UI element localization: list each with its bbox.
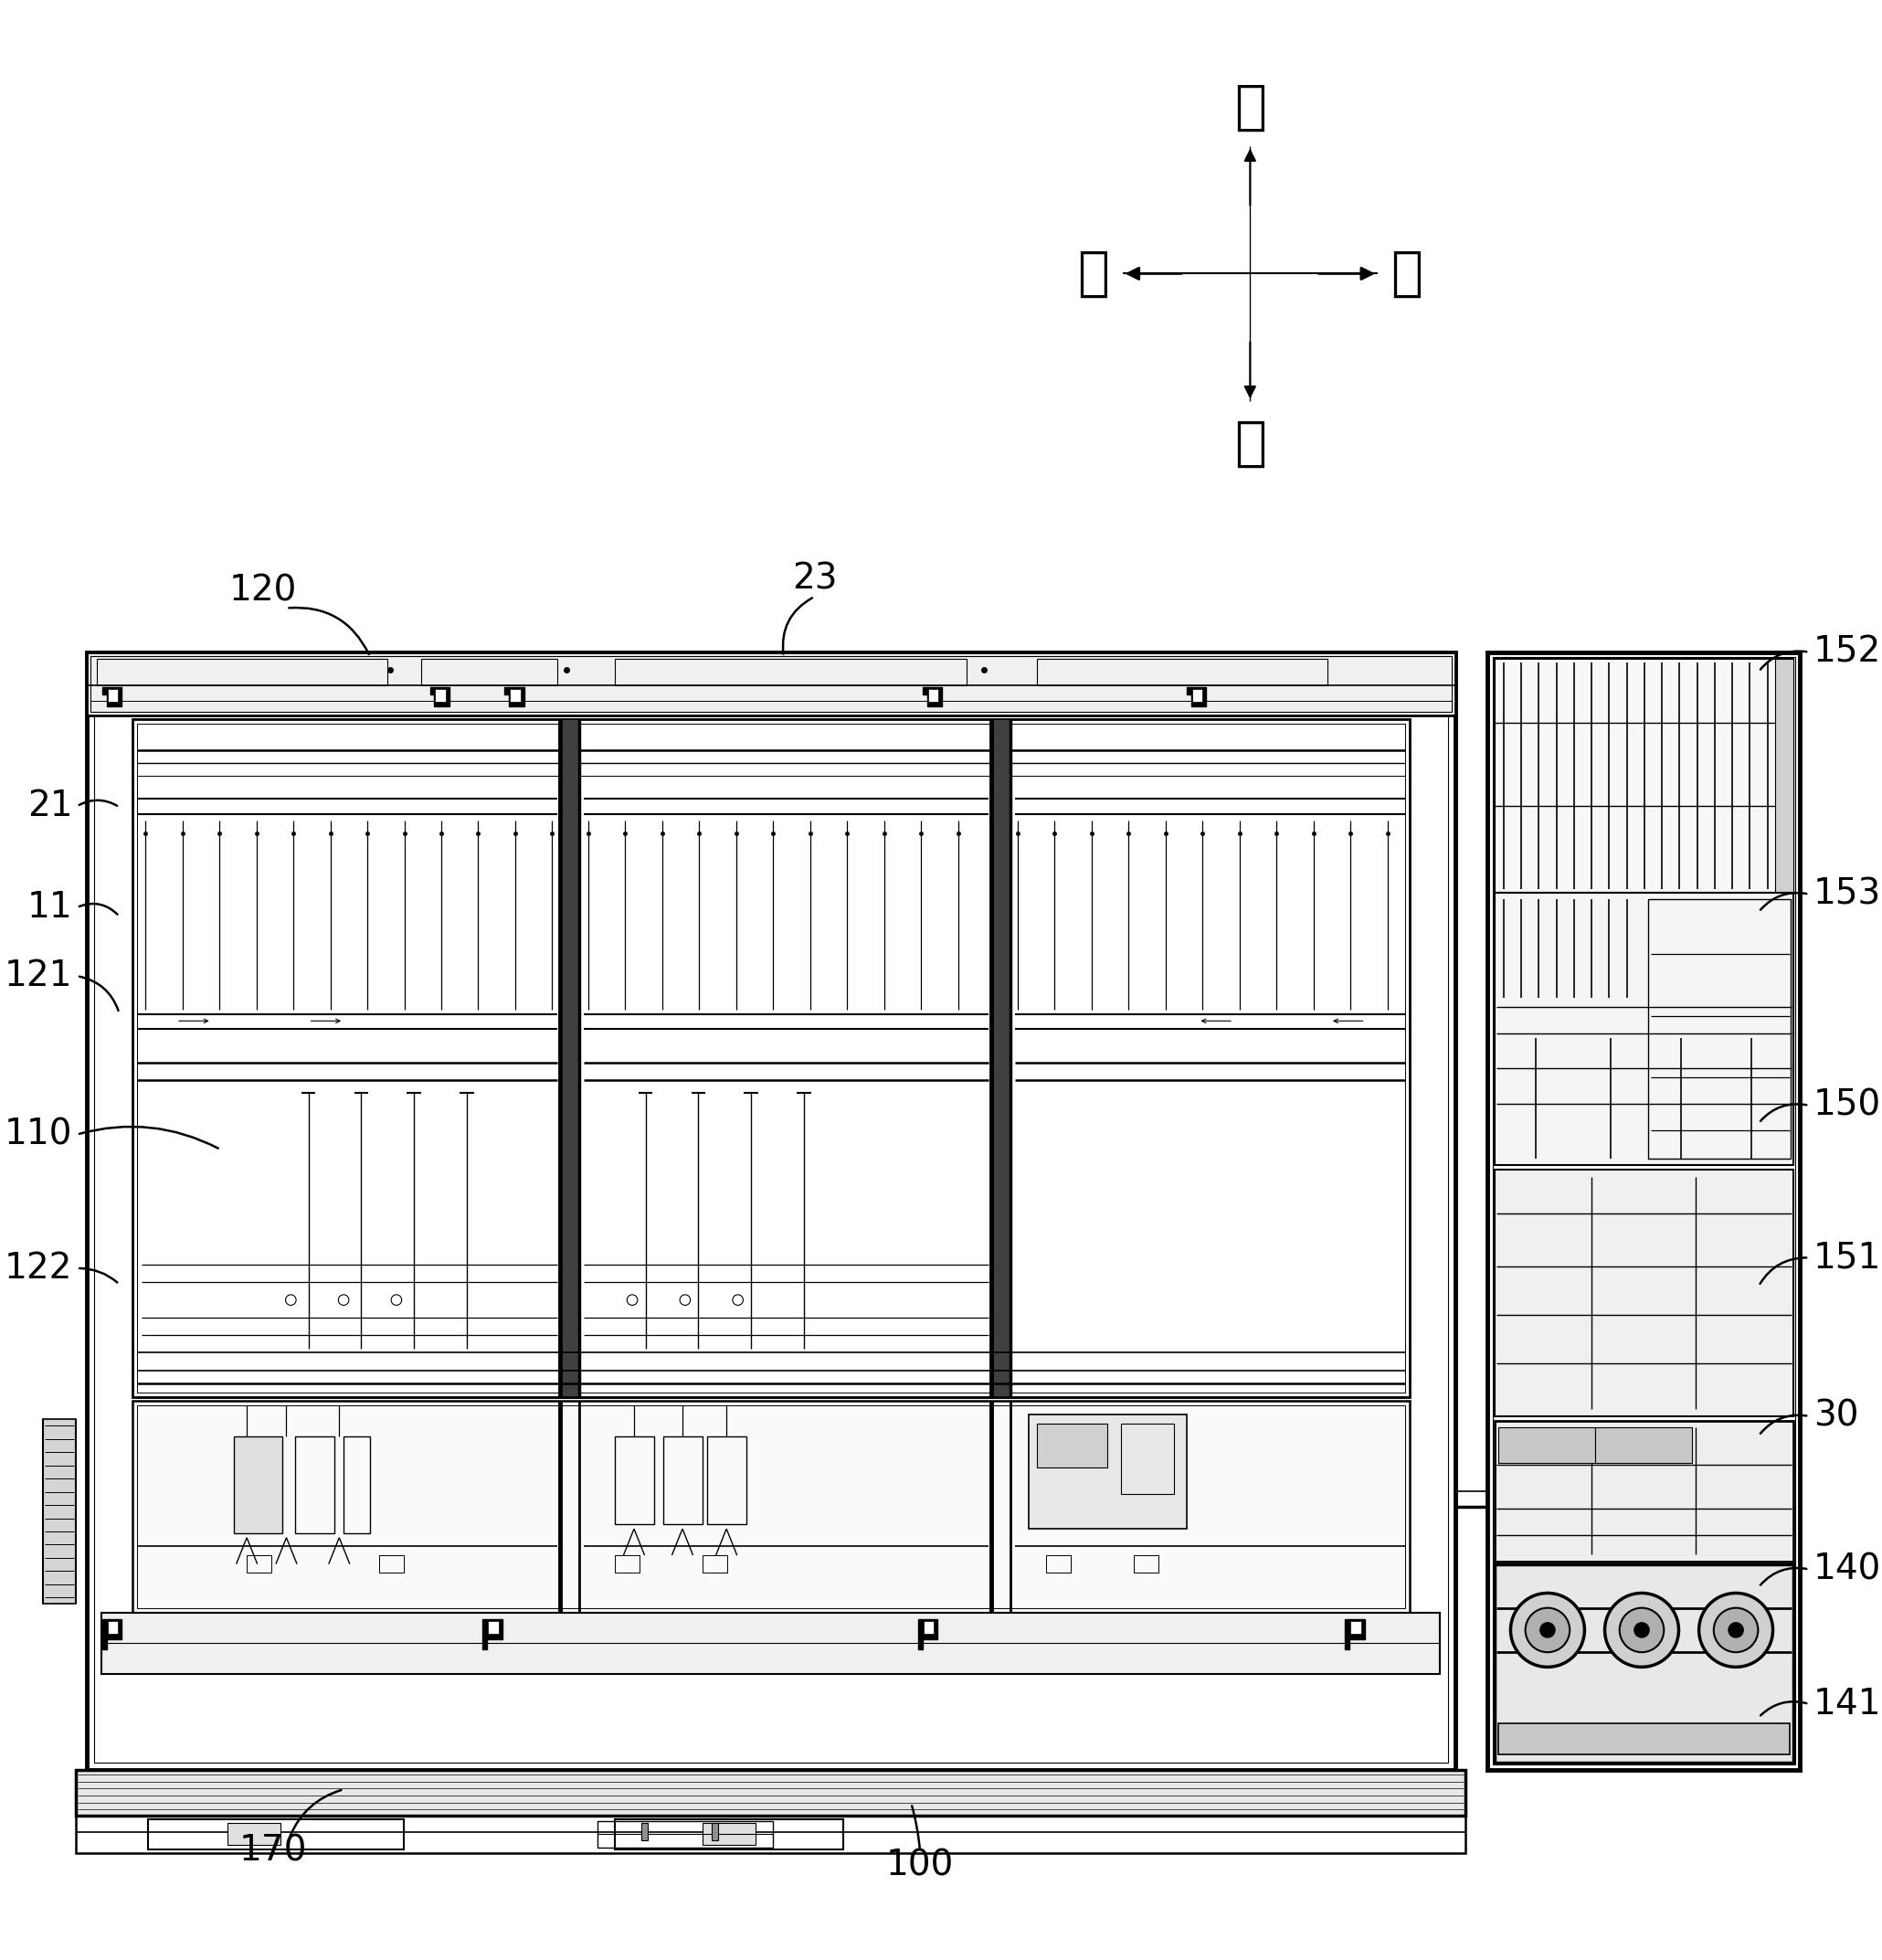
Text: 23: 23	[792, 563, 837, 596]
Polygon shape	[1188, 688, 1206, 708]
Text: 153: 153	[1814, 876, 1882, 911]
Bar	[615, 1554, 640, 1572]
Text: 170: 170	[239, 1835, 307, 1868]
Text: 152: 152	[1814, 635, 1882, 670]
Text: 左: 左	[1077, 247, 1108, 300]
Bar	[422, 659, 557, 686]
Text: 141: 141	[1814, 1688, 1882, 1721]
Bar	[1494, 1564, 1794, 1762]
Circle shape	[1699, 1593, 1773, 1668]
Bar	[1494, 1170, 1794, 1417]
Bar	[1649, 900, 1790, 1158]
Polygon shape	[102, 688, 122, 708]
Bar	[1135, 1554, 1159, 1572]
Bar	[378, 1554, 403, 1572]
Circle shape	[1728, 1623, 1743, 1637]
Text: 前: 前	[1235, 417, 1267, 468]
Polygon shape	[504, 688, 523, 708]
Circle shape	[1605, 1593, 1679, 1668]
Bar	[102, 1613, 1440, 1674]
Circle shape	[1634, 1623, 1649, 1637]
Bar	[615, 1819, 843, 1848]
Bar	[137, 1405, 1406, 1607]
Bar	[1498, 1427, 1596, 1462]
Bar	[1351, 1621, 1361, 1633]
Bar	[1494, 1421, 1794, 1562]
Bar	[107, 1621, 119, 1633]
Bar	[43, 1419, 75, 1603]
Bar	[107, 690, 119, 702]
Bar	[149, 1819, 403, 1848]
Bar	[90, 657, 1451, 711]
Text: 右: 右	[1391, 247, 1423, 300]
Bar	[928, 690, 939, 702]
Text: 后: 后	[1235, 80, 1267, 133]
Text: 122: 122	[4, 1250, 73, 1286]
Polygon shape	[918, 1619, 937, 1650]
Text: 11: 11	[26, 890, 73, 925]
Polygon shape	[482, 1619, 502, 1650]
Bar	[708, 1437, 747, 1525]
Bar	[435, 690, 446, 702]
Bar	[1037, 659, 1327, 686]
Bar	[87, 653, 1455, 1770]
Bar	[295, 1437, 335, 1533]
Bar	[247, 1554, 271, 1572]
Text: 150: 150	[1814, 1088, 1882, 1123]
Bar	[98, 659, 388, 686]
Bar	[1494, 892, 1794, 1166]
Bar	[1046, 1554, 1071, 1572]
Text: 30: 30	[1814, 1399, 1859, 1433]
Bar	[1498, 1723, 1790, 1754]
Text: 100: 100	[886, 1848, 954, 1882]
Text: 140: 140	[1814, 1552, 1882, 1588]
Bar	[1596, 1427, 1692, 1462]
Text: 120: 120	[230, 572, 297, 608]
Bar	[87, 653, 1455, 715]
Bar	[924, 1621, 933, 1633]
Bar	[344, 1437, 371, 1533]
Bar	[615, 659, 967, 686]
Circle shape	[1715, 1607, 1758, 1652]
Circle shape	[1620, 1607, 1664, 1652]
Polygon shape	[922, 688, 943, 708]
Bar	[642, 1823, 647, 1840]
Bar	[510, 690, 521, 702]
Bar	[1775, 659, 1794, 892]
Bar	[597, 1821, 774, 1848]
Bar	[1191, 690, 1203, 702]
Bar	[1120, 1423, 1174, 1494]
Bar	[711, 1823, 719, 1840]
Bar	[662, 1437, 702, 1525]
Polygon shape	[102, 1619, 122, 1650]
Circle shape	[1526, 1607, 1570, 1652]
Polygon shape	[429, 688, 450, 708]
Bar	[132, 719, 1410, 1397]
Bar	[137, 723, 1406, 1392]
Text: 151: 151	[1814, 1241, 1882, 1276]
Text: 110: 110	[4, 1117, 73, 1152]
Bar	[233, 1437, 282, 1533]
Bar	[75, 1815, 1466, 1852]
Bar	[1487, 653, 1801, 1770]
Bar	[1492, 657, 1795, 1764]
Bar	[1028, 1415, 1188, 1529]
Bar	[561, 719, 580, 1397]
Bar	[132, 1401, 1410, 1613]
Bar	[615, 1437, 655, 1525]
Bar	[75, 1770, 1466, 1815]
Bar	[1494, 659, 1794, 892]
Bar	[94, 659, 1447, 1762]
Polygon shape	[1346, 1619, 1364, 1650]
Circle shape	[1539, 1623, 1555, 1637]
Bar	[228, 1823, 280, 1844]
Bar	[992, 719, 1011, 1397]
Text: 121: 121	[4, 958, 73, 994]
Bar	[487, 1621, 499, 1633]
Circle shape	[1511, 1593, 1585, 1668]
Text: 21: 21	[26, 788, 73, 823]
Bar	[702, 1823, 755, 1844]
Bar	[1037, 1423, 1107, 1468]
Bar	[702, 1554, 726, 1572]
